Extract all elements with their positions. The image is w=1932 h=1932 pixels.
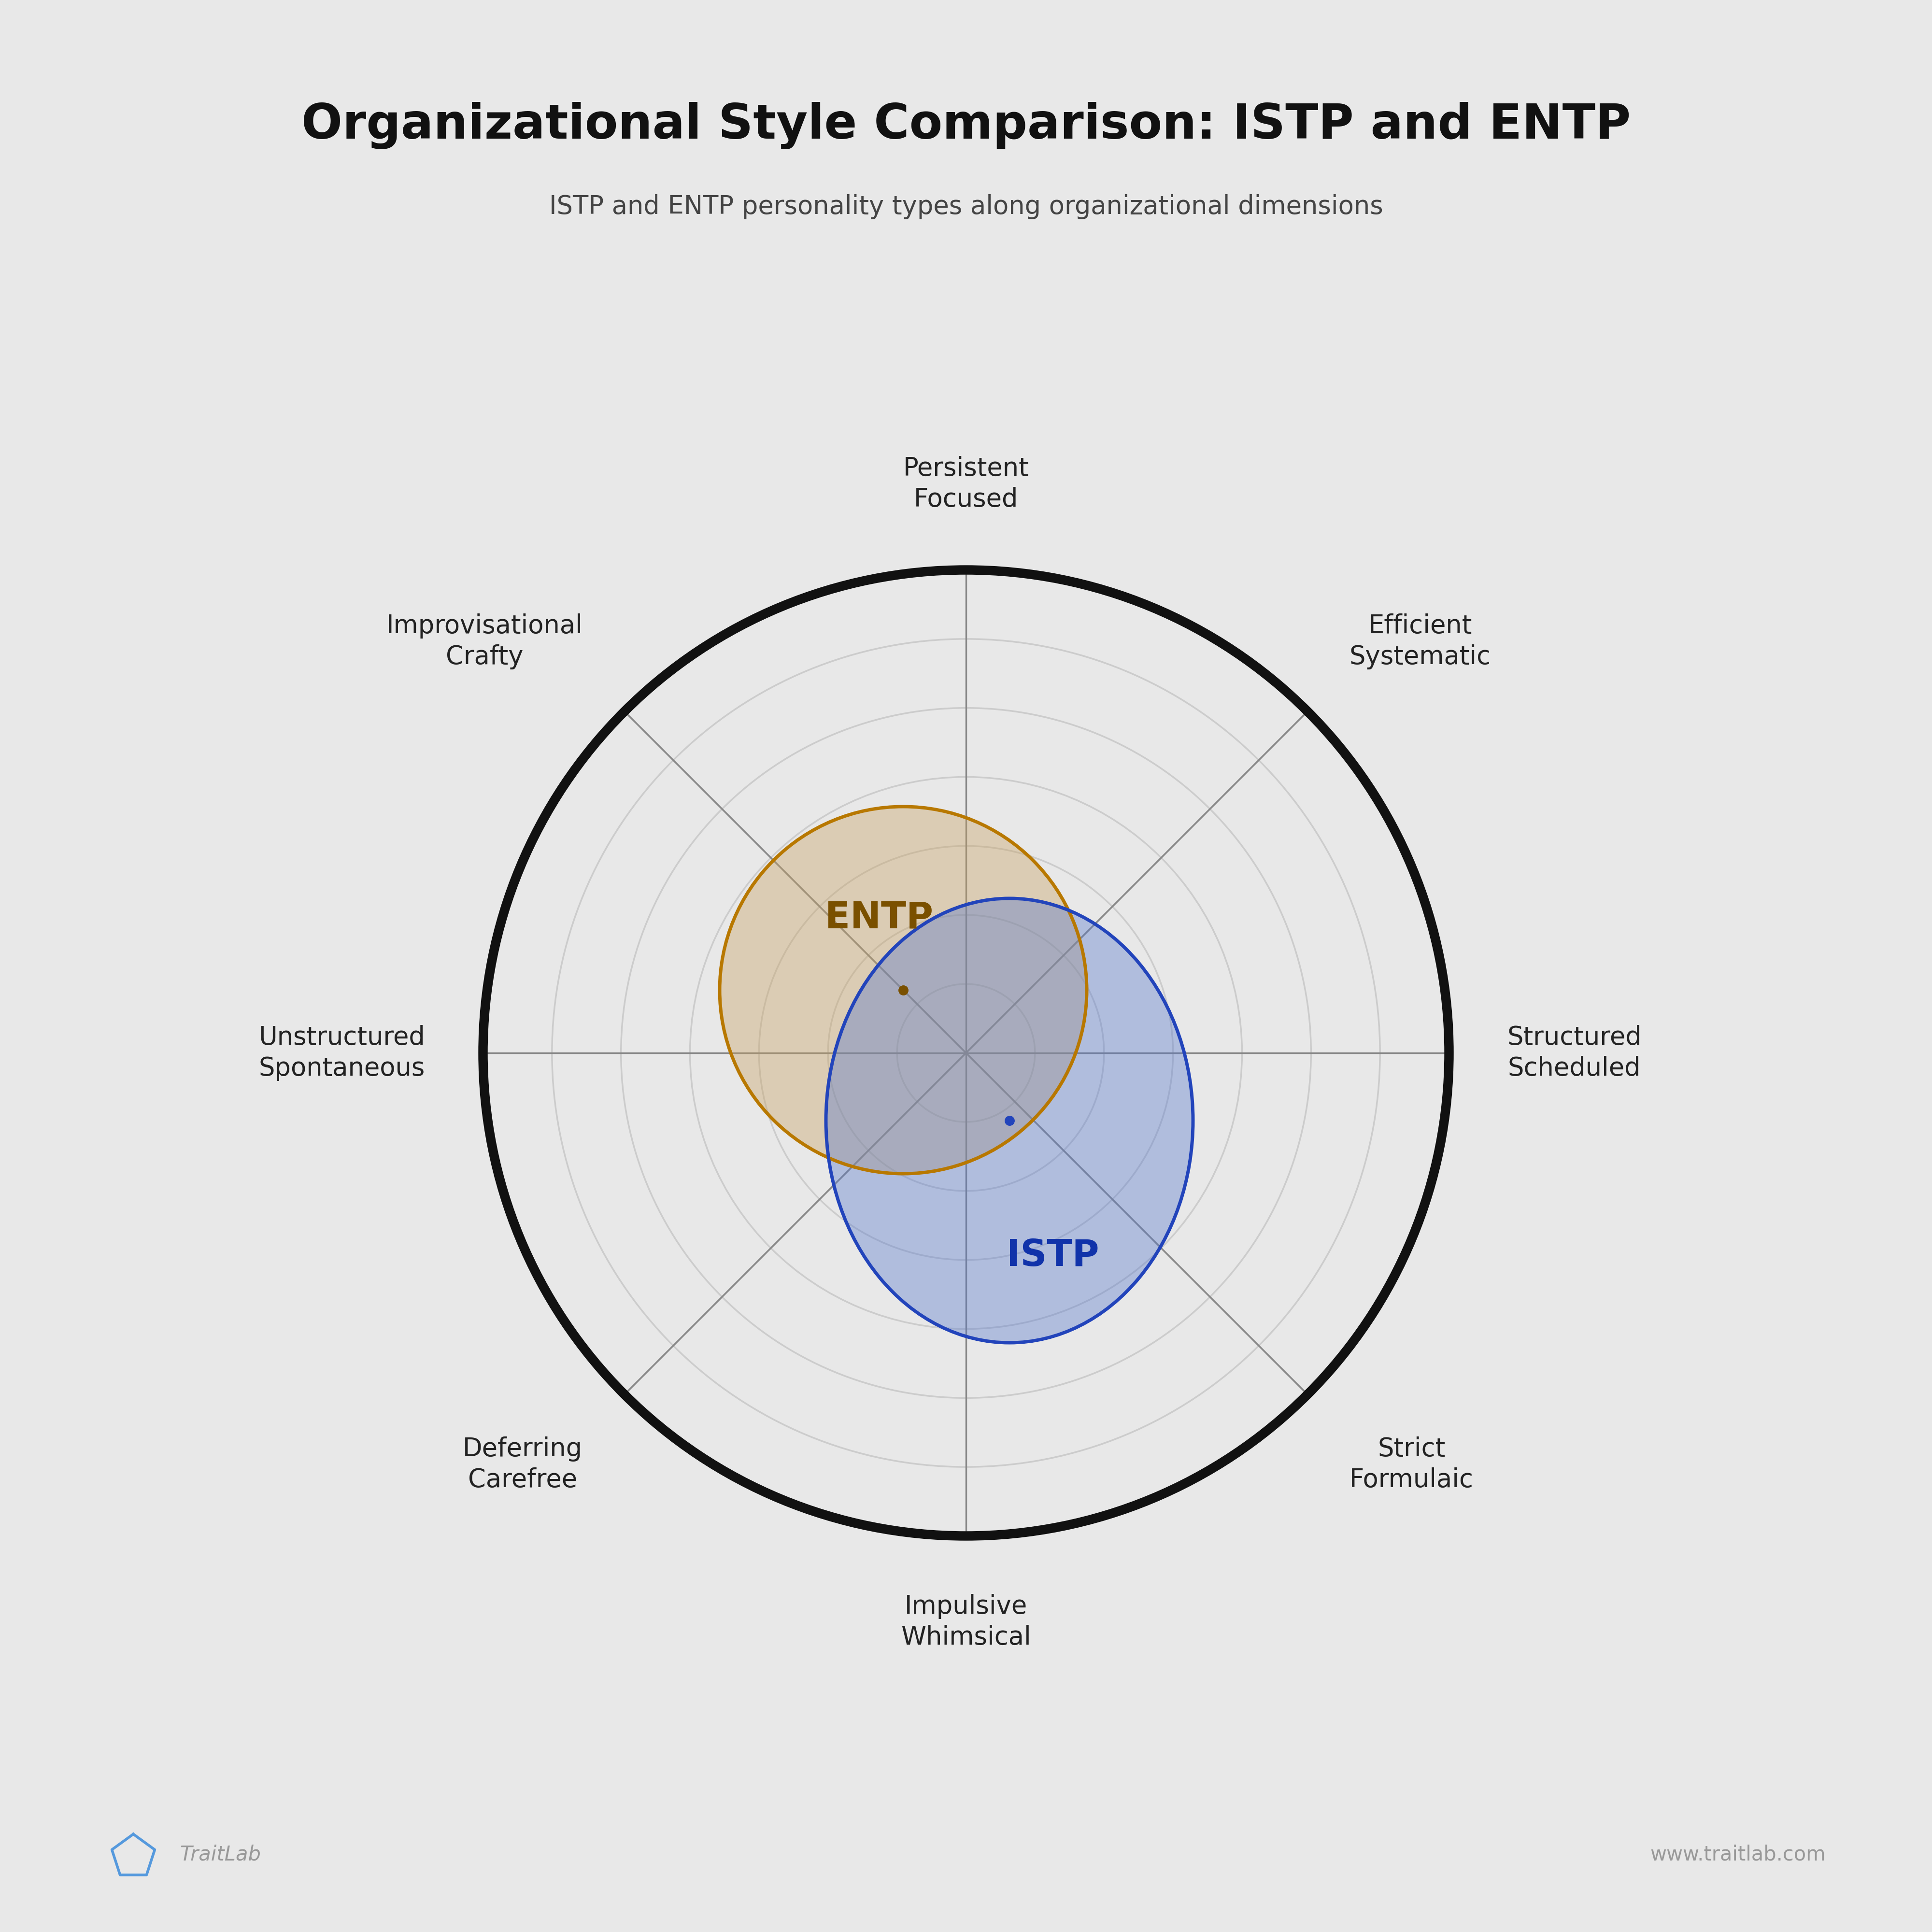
Text: www.traitlab.com: www.traitlab.com [1650,1845,1826,1864]
Ellipse shape [827,898,1194,1343]
Text: Structured
Scheduled: Structured Scheduled [1507,1024,1642,1082]
Text: Organizational Style Comparison: ISTP and ENTP: Organizational Style Comparison: ISTP an… [301,102,1631,149]
Text: Persistent
Focused: Persistent Focused [902,456,1030,512]
Text: Improvisational
Crafty: Improvisational Crafty [386,614,583,670]
Text: Impulsive
Whimsical: Impulsive Whimsical [900,1594,1032,1650]
Text: Strict
Formulaic: Strict Formulaic [1349,1435,1474,1492]
Text: ENTP: ENTP [825,900,933,935]
Ellipse shape [719,808,1086,1173]
Text: Efficient
Systematic: Efficient Systematic [1349,614,1492,670]
Text: Unstructured
Spontaneous: Unstructured Spontaneous [259,1024,425,1082]
Text: TraitLab: TraitLab [180,1845,261,1864]
Text: Deferring
Carefree: Deferring Carefree [464,1435,583,1492]
Text: ISTP and ENTP personality types along organizational dimensions: ISTP and ENTP personality types along or… [549,195,1383,218]
Text: ISTP: ISTP [1007,1238,1099,1273]
